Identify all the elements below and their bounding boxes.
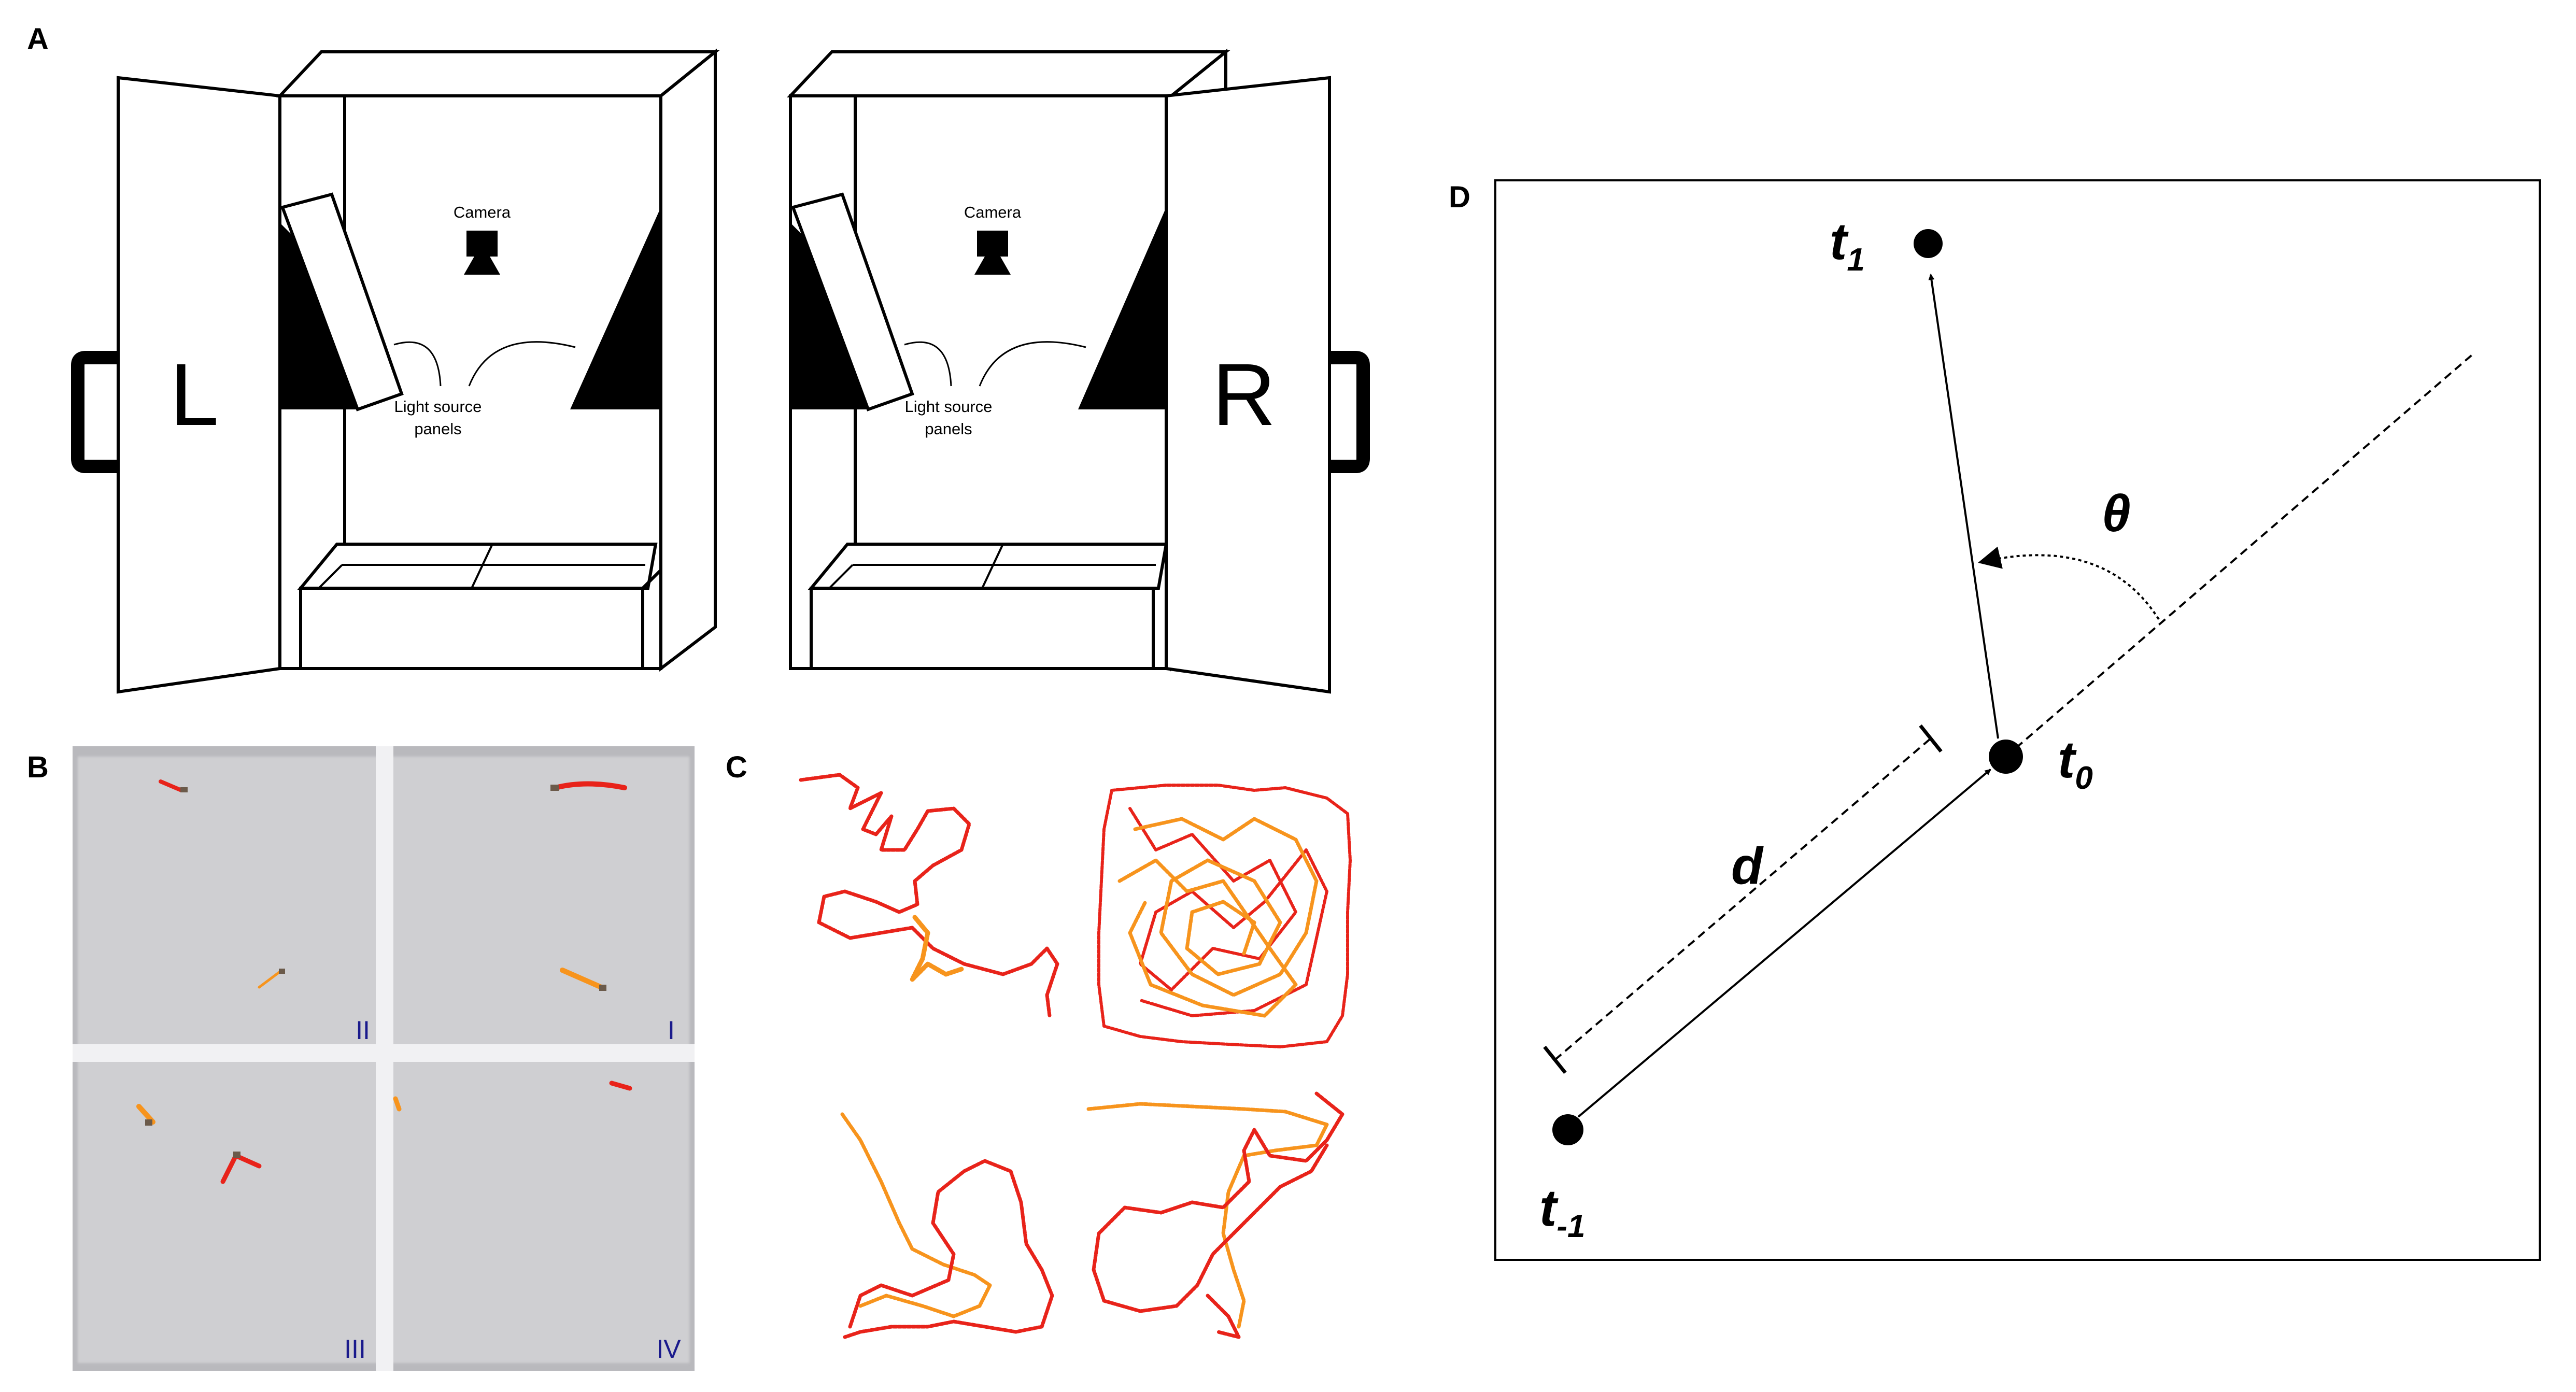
left-light-label-line1: Light source <box>394 397 482 416</box>
quadrant-label-i: I <box>668 1016 675 1045</box>
right-door <box>1165 76 1331 694</box>
right-light-panel-left-tilted <box>791 192 914 411</box>
quadrant-label-ii: II <box>356 1016 370 1045</box>
panel-c: C <box>726 750 1352 1339</box>
panel-d-frame <box>1494 179 2541 1261</box>
left-camera-label: Camera <box>454 203 511 221</box>
right-light-panel-right <box>1078 207 1166 409</box>
left-light-panel-right <box>570 207 661 409</box>
right-cabinet-top <box>787 50 1230 97</box>
trajectory-bl-orange <box>840 1112 992 1318</box>
panel-a: A Camera <box>27 22 1370 694</box>
angle-label-theta: θ <box>2102 485 2131 543</box>
trajectory-bl-red <box>843 1159 1054 1339</box>
panel-letter-a: A <box>27 22 49 56</box>
label-t1-base: t <box>1830 212 1849 271</box>
left-camera-icon <box>464 231 500 275</box>
left-door-letter: L <box>170 346 219 444</box>
right-light-panel-left <box>790 223 868 409</box>
trajectory-tr-red <box>1097 784 1352 1048</box>
trajectory-br-orange <box>1086 1102 1329 1329</box>
right-cabinet <box>787 48 1370 694</box>
trajectory-tl-red <box>799 773 1059 1018</box>
label-t0-base: t <box>2058 731 2077 789</box>
trajectory-plots <box>799 773 1352 1339</box>
right-light-label-line1: Light source <box>905 397 993 416</box>
panel-letter-d: D <box>1449 180 1470 214</box>
label-t1: t1 <box>1830 212 1865 278</box>
right-light-pointer-1 <box>904 341 952 387</box>
label-t0: t0 <box>2058 731 2093 796</box>
distance-bar-start <box>1543 1045 1567 1074</box>
panel-letter-c: C <box>726 750 747 784</box>
distance-bar-end <box>1919 724 1943 753</box>
arena-divider-horizontal <box>73 1044 695 1062</box>
left-light-label-line2: panels <box>414 420 461 438</box>
trajectory-tr-orange <box>1117 817 1319 1018</box>
left-light-panel-left <box>280 223 358 409</box>
point-t0 <box>1989 740 2023 774</box>
panel-letter-b: B <box>27 750 49 784</box>
arrow-t0-to-t1 <box>1928 274 1999 739</box>
left-light-pointer-1 <box>393 341 442 387</box>
heading-extension-line <box>2005 351 2476 758</box>
right-camera-label: Camera <box>964 203 1022 221</box>
label-t0-sub: 0 <box>2075 760 2092 796</box>
left-cabinet-side <box>659 48 717 672</box>
trajectory-tl-orange <box>910 915 964 982</box>
point-tm1 <box>1552 1114 1583 1145</box>
arena-animals <box>136 779 632 1184</box>
label-t1-sub: 1 <box>1847 242 1864 278</box>
label-tm1-base: t <box>1539 1179 1559 1237</box>
left-cabinet-top <box>276 50 720 97</box>
right-door-letter: R <box>1212 346 1276 444</box>
quadrant-label-iv: IV <box>656 1334 681 1363</box>
panel-d: D t1 t0 t-1 θ d <box>1449 179 2541 1261</box>
left-light-panel-left-tilted <box>280 192 404 411</box>
right-light-label-line2: panels <box>925 420 972 438</box>
right-camera-icon <box>974 231 1011 275</box>
right-light-pointer-2 <box>979 341 1086 387</box>
trajectory-br-red <box>1092 1091 1344 1339</box>
panel-b: B II I III IV <box>27 746 695 1371</box>
distance-label-d: d <box>1731 837 1764 895</box>
label-tm1: t-1 <box>1539 1179 1585 1244</box>
quadrant-label-iii: III <box>344 1334 366 1363</box>
label-tm1-sub: -1 <box>1556 1209 1585 1244</box>
angle-arc <box>1978 546 2160 620</box>
left-light-pointer-2 <box>468 341 576 387</box>
arrow-tm1-to-t0 <box>1577 769 1991 1118</box>
distance-dashed-line <box>1554 737 1932 1061</box>
left-door-handle <box>71 351 117 473</box>
point-t1 <box>1914 229 1943 258</box>
right-door-handle <box>1324 351 1370 473</box>
